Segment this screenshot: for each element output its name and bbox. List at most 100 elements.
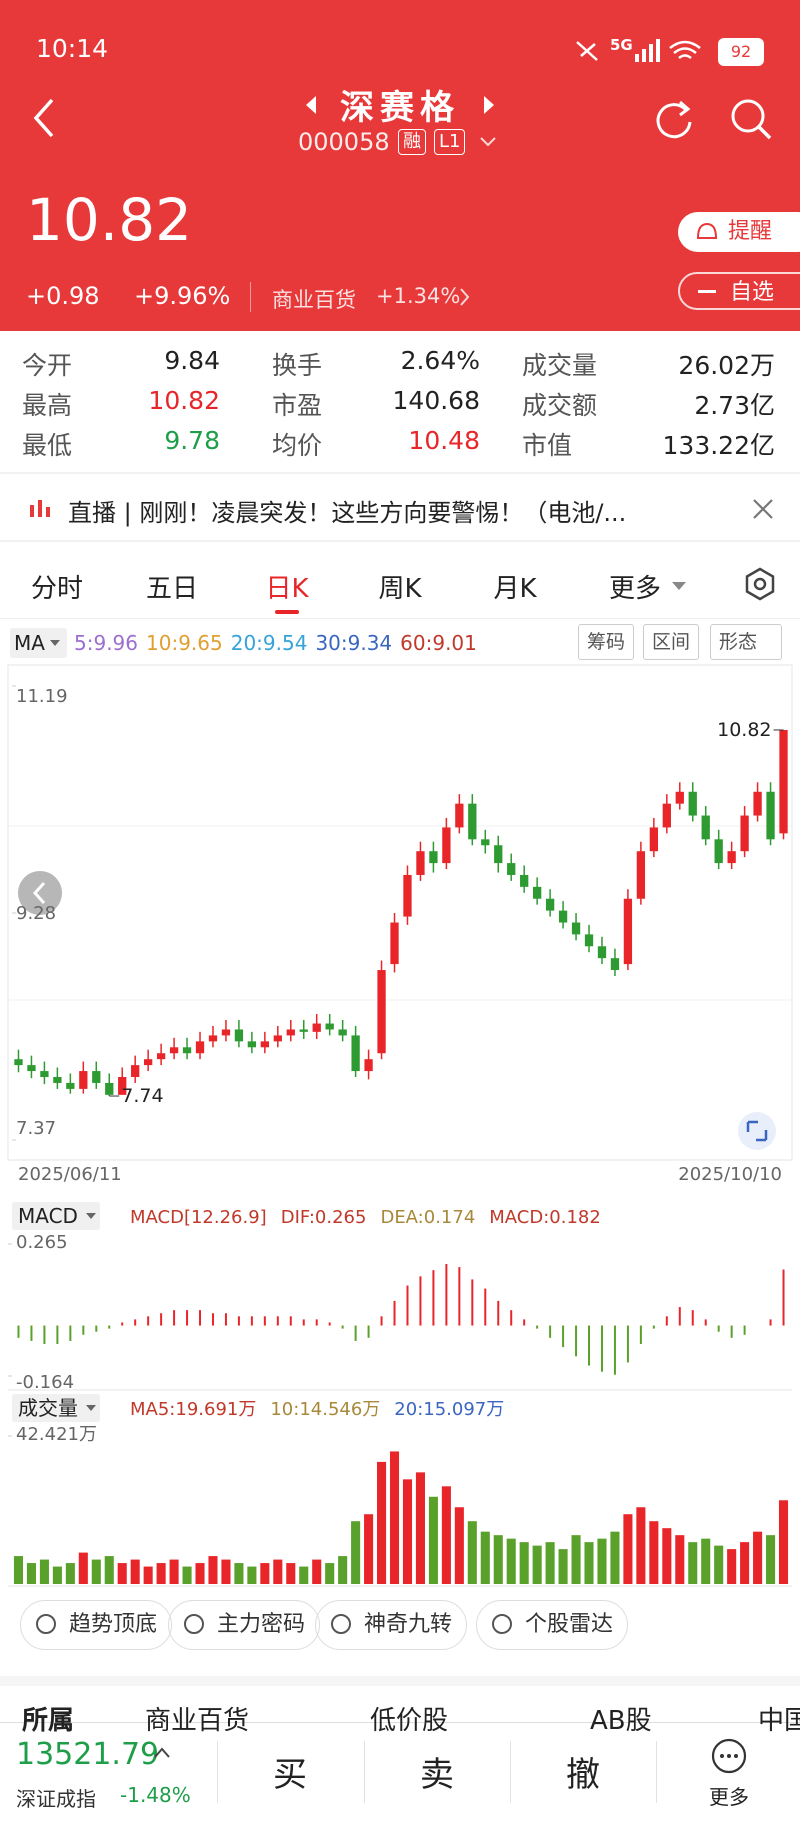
volume-bar [286, 1563, 296, 1584]
refresh-button[interactable] [650, 96, 700, 140]
candle-body [753, 791, 762, 816]
volume-bar [506, 1538, 516, 1584]
bottom-bar: 13521.79 深证成指 -1.48% 更多 买 卖 撤 [0, 1722, 800, 1823]
y-tick-label: 7.37 [16, 1118, 56, 1139]
volume-bar [701, 1538, 711, 1584]
action-button[interactable]: 卖 [420, 1755, 454, 1795]
candle-body [260, 1041, 269, 1048]
tab[interactable]: 周K [378, 574, 422, 604]
dropdown-caret [50, 640, 60, 646]
ma-item: 20:9.54 [230, 631, 308, 655]
candle-body [701, 815, 710, 840]
tool-button[interactable]: 个股雷达 [476, 1600, 629, 1650]
chart-tool[interactable]: 区间 [643, 624, 700, 660]
settings-button[interactable] [742, 566, 778, 604]
related-item[interactable]: 所属 [22, 1706, 75, 1736]
volume-bar [428, 1496, 438, 1584]
candle-body [390, 922, 399, 965]
related-item[interactable]: 中国 [758, 1706, 800, 1736]
alert-label: 提醒 [728, 219, 773, 244]
indicator-selector [12, 1394, 100, 1422]
volume-bar [597, 1538, 607, 1584]
candle-body [118, 1077, 127, 1095]
related-item[interactable]: AB股 [590, 1706, 652, 1736]
stat-value: 9.78 [164, 426, 220, 455]
search-button[interactable] [728, 96, 778, 140]
candle-body [14, 1059, 23, 1066]
watchlist-button[interactable]: 自选 [678, 272, 800, 310]
volume-bar [766, 1535, 776, 1584]
stock-code: 000058 [298, 128, 390, 156]
volume-bar [221, 1559, 231, 1584]
stat-label: 最低 [22, 431, 73, 460]
network: 5G [610, 36, 633, 54]
stat-label: 换手 [272, 351, 323, 380]
volume-bar [402, 1479, 413, 1584]
candle-body [144, 1059, 153, 1066]
candle-body [533, 886, 542, 899]
candle-body [442, 827, 451, 864]
tool-button[interactable]: 主力密码 [168, 1600, 321, 1650]
stat-value: 140.68 [392, 386, 480, 415]
change-pct: +9.96% [134, 282, 231, 310]
tab[interactable]: 日K [265, 574, 309, 604]
related-item[interactable]: 商业百货 [145, 1706, 250, 1736]
tool-button[interactable]: 神奇九转 [315, 1600, 468, 1650]
candle-body [558, 910, 568, 923]
chart-tool[interactable]: 筹码 [578, 624, 635, 660]
volume-bar [389, 1451, 400, 1584]
tab[interactable]: 更多 [608, 574, 662, 604]
alert-icon [696, 222, 718, 239]
back-button[interactable] [30, 96, 60, 140]
more-button[interactable]: 更多 [709, 1785, 749, 1809]
action-button[interactable]: 撤 [566, 1755, 600, 1795]
close-news[interactable] [750, 496, 776, 522]
candle-body [53, 1077, 62, 1083]
expand[interactable] [478, 134, 498, 150]
action-button[interactable]: 买 [273, 1755, 307, 1795]
volume-bar [130, 1559, 140, 1584]
candle-body [610, 958, 620, 971]
volume-bar [273, 1559, 283, 1584]
volume-bar [299, 1566, 309, 1584]
stat-value: 9.84 [164, 346, 220, 375]
volume-bar [78, 1552, 88, 1584]
stat-value: 26.02万 [678, 351, 775, 380]
candle-body [779, 729, 788, 834]
scroll-left[interactable] [18, 871, 62, 915]
related-item[interactable]: 低价股 [370, 1706, 449, 1736]
tab[interactable]: 月K [493, 574, 537, 604]
candle-body [40, 1071, 49, 1078]
stat-label: 均价 [272, 431, 323, 460]
tab[interactable]: 五日 [145, 574, 199, 604]
tab[interactable]: 分时 [30, 574, 84, 604]
fullscreen-button[interactable] [738, 1112, 776, 1150]
badge: 融 [398, 129, 426, 155]
candle-body [156, 1053, 166, 1060]
news-ticker[interactable]: 直播 | 刚刚！凌晨突发！这些方向要警惕！（电池/... [68, 499, 627, 527]
candle-body [455, 803, 464, 828]
separator [0, 618, 800, 619]
volume-bar [753, 1531, 763, 1584]
indicator-legend: 20:15.097万 [394, 1399, 504, 1420]
candle-body [286, 1029, 295, 1036]
stat-value: 2.73亿 [694, 391, 775, 420]
last-price: 10.82 [26, 186, 193, 254]
volume-bar [415, 1472, 425, 1584]
volume-bar [52, 1566, 62, 1584]
status-time: 10:14 [36, 34, 109, 63]
volume-bar [65, 1563, 75, 1584]
sector[interactable]: 商业百货 [272, 288, 356, 312]
index-arrow [154, 1747, 170, 1758]
candle-body [105, 1082, 114, 1095]
volume-bar [740, 1542, 750, 1584]
candle-body [208, 1035, 218, 1042]
volume-bar [156, 1563, 166, 1584]
stat-label: 成交量 [522, 351, 598, 380]
candle-body [571, 922, 581, 935]
candle-body [675, 791, 684, 804]
indicator-legend: 10:14.546万 [270, 1399, 380, 1420]
chart-tool[interactable]: 形态 [710, 624, 783, 660]
candle-body [740, 815, 749, 852]
